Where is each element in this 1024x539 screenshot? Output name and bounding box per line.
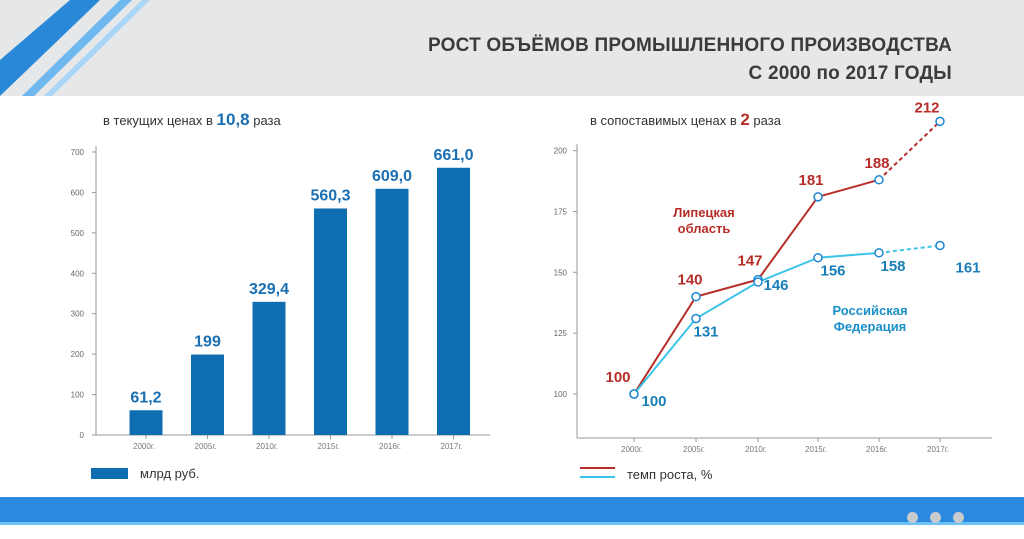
y-tick-label: 125 bbox=[554, 329, 568, 338]
point-lipetsk bbox=[935, 116, 945, 127]
data-label-rf: 158 bbox=[880, 258, 905, 275]
bar-value-label: 609,0 bbox=[372, 168, 412, 185]
point-rf bbox=[813, 252, 823, 263]
footer-band bbox=[0, 497, 1024, 529]
left-subtitle-text: в текущих ценах в bbox=[103, 113, 217, 128]
bar-value-label: 560,3 bbox=[310, 187, 350, 204]
point-rf bbox=[691, 313, 701, 324]
left-subtitle-suffix: раза bbox=[249, 113, 281, 128]
x-tick-label: 2005г. bbox=[683, 445, 705, 454]
title-line-1: РОСТ ОБЪЁМОВ ПРОМЫШЛЕННОГО ПРОИЗВОДСТВА bbox=[428, 35, 952, 56]
y-tick-label: 150 bbox=[554, 268, 568, 277]
series-name-lipetsk: Липецкая bbox=[673, 205, 735, 220]
pager-dot[interactable] bbox=[907, 512, 918, 523]
series-name-rf: Российская bbox=[832, 303, 907, 318]
x-tick-label: 2000г. bbox=[621, 445, 643, 454]
point-lipetsk bbox=[813, 192, 823, 202]
right-subtitle-suffix: раза bbox=[749, 113, 781, 128]
y-tick-label: 300 bbox=[71, 310, 85, 319]
data-label-rf: 156 bbox=[820, 263, 845, 280]
x-tick-label: 2016г. bbox=[866, 445, 888, 454]
bar bbox=[314, 208, 347, 435]
y-tick-label: 600 bbox=[71, 188, 85, 197]
point-rf bbox=[753, 277, 763, 287]
point-rf bbox=[629, 389, 639, 399]
data-label-rf: 100 bbox=[641, 393, 666, 410]
data-label-lipetsk: 147 bbox=[737, 253, 762, 270]
pager-dot[interactable] bbox=[930, 512, 941, 523]
y-tick-label: 0 bbox=[80, 431, 85, 440]
series-name-rf: Федерация bbox=[834, 319, 907, 334]
bar-value-label: 61,2 bbox=[130, 389, 161, 406]
x-tick-label: 2005г. bbox=[195, 442, 217, 451]
slide-pager bbox=[895, 510, 964, 528]
data-label-rf: 146 bbox=[763, 277, 788, 294]
bar bbox=[437, 167, 470, 435]
x-tick-label: 2015г. bbox=[318, 442, 340, 451]
data-label-lipetsk: 188 bbox=[864, 155, 889, 172]
point-rf bbox=[935, 240, 945, 251]
x-tick-label: 2000г. bbox=[133, 442, 155, 451]
y-tick-label: 100 bbox=[554, 390, 568, 399]
x-tick-label: 2016г. bbox=[379, 442, 401, 451]
y-tick-label: 200 bbox=[554, 147, 568, 156]
data-label-rf: 131 bbox=[693, 324, 718, 341]
legend-label-bar: млрд руб. bbox=[140, 466, 199, 481]
x-tick-label: 2017г. bbox=[441, 442, 463, 451]
data-label-lipetsk: 181 bbox=[798, 172, 823, 189]
title-line-2: С 2000 по 2017 ГОДЫ bbox=[748, 63, 952, 84]
y-tick-label: 175 bbox=[554, 207, 568, 216]
bar bbox=[252, 301, 286, 435]
pager-dot[interactable] bbox=[953, 512, 964, 523]
bar bbox=[129, 410, 163, 435]
point-lipetsk bbox=[691, 291, 701, 302]
series-line-lipetsk bbox=[633, 178, 880, 395]
data-label-rf: 161 bbox=[955, 260, 980, 277]
y-tick-label: 200 bbox=[71, 350, 85, 359]
y-tick-label: 400 bbox=[71, 269, 85, 278]
header-stripes-decoration bbox=[0, 0, 150, 96]
series-name-lipetsk: область bbox=[678, 221, 731, 236]
x-tick-label: 2010г. bbox=[256, 442, 278, 451]
x-tick-label: 2015г. bbox=[805, 445, 827, 454]
right-subtitle-text: в сопоставимых ценах в bbox=[590, 113, 741, 128]
series-line-lipetsk-dashed bbox=[878, 120, 941, 181]
series-line-rf-dashed bbox=[878, 244, 941, 254]
x-tick-label: 2010г. bbox=[745, 445, 767, 454]
right-subtitle-number: 2 bbox=[740, 110, 750, 129]
bar-value-label: 199 bbox=[194, 334, 221, 351]
data-label-lipetsk: 140 bbox=[677, 272, 702, 289]
line-chart: 100 125 150 175 200 2000г. 2005г. 2010г. 2015г. 2… bbox=[554, 99, 992, 482]
y-tick-label: 700 bbox=[71, 148, 85, 157]
x-tick-label: 2017г. bbox=[927, 445, 949, 454]
y-tick-label: 100 bbox=[71, 391, 85, 400]
left-subtitle-number: 10,8 bbox=[216, 110, 250, 129]
page-title: РОСТ ОБЪЁМОВ ПРОМЫШЛЕННОГО ПРОИЗВОДСТВА … bbox=[428, 32, 952, 88]
right-chart-subtitle: в сопоставимых ценах в 2 раза bbox=[590, 110, 781, 130]
data-label-lipetsk: 100 bbox=[605, 369, 630, 386]
point-rf bbox=[874, 248, 884, 258]
left-chart-subtitle: в текущих ценах в 10,8 раза bbox=[103, 110, 281, 130]
bar-value-label: 661,0 bbox=[433, 147, 473, 164]
bar-chart: 0 100 200 300 400 500 600 700 61,2 2000г. 199 2005г… bbox=[71, 146, 490, 481]
legend-label-line: темп роста, % bbox=[627, 467, 713, 482]
footer-stripes-decoration bbox=[0, 497, 1024, 525]
y-tick-label: 500 bbox=[71, 229, 85, 238]
header-banner: РОСТ ОБЪЁМОВ ПРОМЫШЛЕННОГО ПРОИЗВОДСТВА … bbox=[0, 0, 1024, 96]
data-label-lipetsk: 212 bbox=[914, 99, 939, 116]
bar bbox=[375, 188, 409, 435]
bar bbox=[191, 354, 224, 435]
bar-value-label: 329,4 bbox=[249, 281, 289, 298]
legend-swatch-bar bbox=[91, 468, 128, 479]
point-lipetsk bbox=[874, 175, 884, 185]
